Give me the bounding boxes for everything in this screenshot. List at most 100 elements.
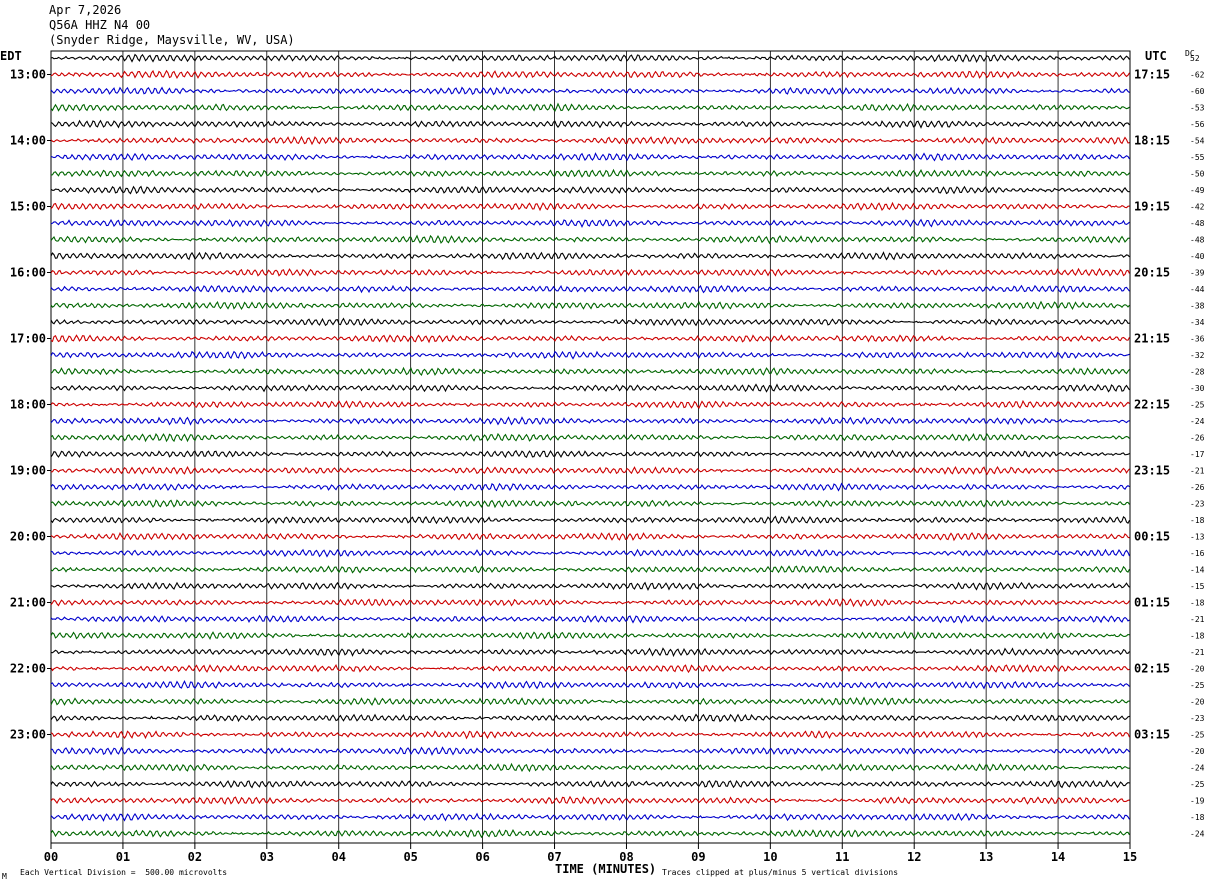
left-hour-label: 21:00 [10,596,46,610]
seismic-trace [50,515,1130,525]
dc-offset-label: -34 [1190,318,1205,327]
seismic-trace [50,647,1130,658]
x-tick-label: 15 [1123,850,1137,864]
dc-offset-label: -21 [1190,467,1205,476]
left-hour-label: 19:00 [10,464,46,478]
dc-offset-label: -62 [1190,71,1205,80]
left-hour-label: 17:00 [10,332,46,346]
seismic-trace [50,350,1130,360]
x-axis-title: TIME (MINUTES) [555,862,657,876]
scale-note: Each Vertical Division = 500.00 microvol… [20,868,228,877]
clip-note: Traces clipped at plus/minus 5 vertical … [662,868,899,877]
dc-offset-label: -39 [1190,269,1205,278]
right-hour-label: 20:15 [1134,266,1170,280]
seismic-trace [50,598,1130,608]
seismic-trace [50,730,1131,740]
seismic-trace [50,334,1130,344]
dc-offset-label: -18 [1190,599,1205,608]
dc-offset-label: -48 [1190,219,1205,228]
left-hour-label: 22:00 [10,662,46,676]
x-tick-label: 04 [332,850,346,864]
seismic-trace [50,829,1130,839]
dc-offset-label: -54 [1190,137,1205,146]
left-hour-label: 13:00 [10,68,46,82]
x-tick-label: 02 [188,850,202,864]
seismic-trace [50,383,1130,393]
seismic-trace [50,812,1130,822]
dc-offset-label: -19 [1190,797,1205,806]
seismic-trace [50,614,1130,624]
x-tick-label: 05 [403,850,417,864]
plot-date: Apr 7,2026 [49,3,122,17]
right-axis-title: UTC [1145,49,1167,63]
plot-frame [50,50,1131,844]
seismic-trace [50,779,1130,789]
left-hour-label: 15:00 [10,200,46,214]
seismic-trace [50,499,1130,509]
dc-offset-label: -14 [1190,566,1205,575]
dc-offset-label: -18 [1190,516,1205,525]
dc-offset-label: -25 [1190,681,1205,690]
dc-offset-label: -42 [1190,203,1205,212]
x-tick-label: 13 [979,850,993,864]
seismic-trace [50,69,1130,80]
dc-offset-label: -20 [1190,698,1205,707]
seismic-trace [50,565,1130,574]
dc-offset-label: -17 [1190,450,1205,459]
right-hour-label: 01:15 [1134,596,1170,610]
x-tick-label: 03 [260,850,274,864]
seismic-trace [50,251,1130,261]
seismic-trace [50,119,1130,129]
dc-offset-label: -30 [1190,384,1205,393]
dc-offset-label: -28 [1190,368,1205,377]
dc-offset-label: 52 [1190,54,1200,63]
dc-offset-label: -24 [1190,764,1205,773]
seismic-trace [50,664,1130,674]
left-hour-label: 18:00 [10,398,46,412]
seismic-trace [50,465,1130,476]
dc-offset-label: -20 [1190,747,1205,756]
dc-offset-label: -56 [1190,120,1205,129]
seismic-trace [50,234,1130,245]
right-hour-label: 17:15 [1134,68,1170,82]
dc-offset-label: -18 [1190,813,1205,822]
seismic-trace [50,86,1130,96]
left-axis-title: EDT [0,49,22,63]
seismic-trace [50,432,1130,443]
dc-offset-label: -40 [1190,252,1205,261]
dc-offset-label: -44 [1190,285,1205,294]
dc-offset-label: -18 [1190,632,1205,641]
dc-offset-label: -48 [1190,236,1205,245]
dc-offset-label: -24 [1190,417,1205,426]
seismic-trace [50,267,1130,277]
dc-offset-label: -26 [1190,434,1205,443]
seismic-trace [50,300,1130,310]
seismic-trace [50,317,1130,327]
x-tick-label: 10 [763,850,777,864]
dc-offset-label: -20 [1190,665,1205,674]
seismic-trace [50,795,1130,805]
dc-offset-label: -25 [1190,780,1205,789]
x-tick-label: 06 [475,850,489,864]
dc-title: DC [1185,49,1195,58]
seismic-trace [50,168,1130,178]
right-hour-label: 22:15 [1134,398,1170,412]
corner-mark: M [2,872,7,881]
left-hour-label: 23:00 [10,728,46,742]
dc-offset-label: -55 [1190,153,1205,162]
seismic-trace [50,185,1130,195]
right-hour-label: 02:15 [1134,662,1170,676]
x-tick-label: 08 [619,850,633,864]
left-hour-label: 16:00 [10,266,46,280]
seismic-trace [50,102,1130,113]
dc-offset-label: -25 [1190,401,1205,410]
dc-offset-label: -32 [1190,351,1205,360]
seismic-trace [50,680,1130,690]
dc-offset-label: -53 [1190,104,1205,113]
x-tick-label: 11 [835,850,849,864]
dc-offset-label: -23 [1190,714,1205,723]
dc-offset-label: -15 [1190,582,1205,591]
seismic-trace [50,548,1131,558]
seismic-trace [50,152,1130,162]
